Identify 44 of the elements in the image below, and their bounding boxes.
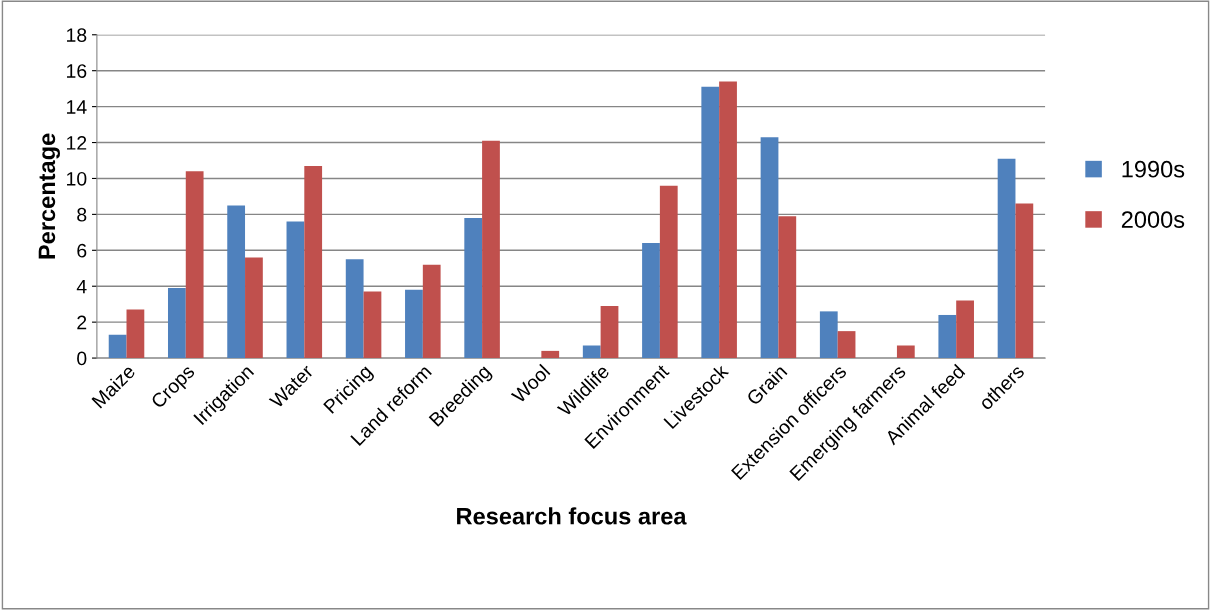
bar: [642, 243, 660, 359]
bar: [819, 311, 838, 359]
bar: [938, 314, 957, 359]
bar: [896, 345, 915, 359]
bar: [108, 334, 127, 359]
bar: [126, 309, 145, 359]
bar: [760, 137, 779, 359]
y-tick-label: 16: [67, 64, 87, 78]
bar: [778, 216, 797, 359]
y-tick-label: 0: [77, 351, 87, 366]
bar: [837, 331, 856, 359]
bar: [345, 259, 364, 359]
bar: [168, 288, 186, 359]
bar: [600, 305, 619, 359]
bar: [185, 171, 204, 359]
bar: [1015, 203, 1034, 359]
bar: [363, 291, 382, 359]
bar: [997, 158, 1016, 359]
bar: [582, 345, 601, 359]
bar: [719, 81, 737, 359]
y-tick-label: 6: [77, 243, 87, 258]
legend-label: 1990s: [1122, 160, 1185, 178]
y-tick-label: 18: [67, 28, 87, 43]
bar: [405, 289, 423, 359]
bar: [286, 221, 305, 359]
bar: [659, 185, 678, 359]
y-tick-label: 12: [67, 136, 87, 150]
bar: [304, 165, 323, 359]
bar: [464, 217, 483, 359]
y-axis-title: Percentage: [38, 133, 60, 259]
bar: [541, 350, 560, 359]
y-tick-label: 4: [76, 279, 87, 294]
x-axis-title: Research focus area: [457, 507, 687, 525]
bar: [245, 257, 263, 359]
bar: [956, 300, 974, 359]
bar: [701, 86, 720, 359]
y-tick-label: 2: [77, 315, 87, 330]
y-tick-label: 14: [67, 100, 87, 114]
bar: [482, 140, 500, 359]
legend-label: 2000s: [1121, 211, 1185, 228]
y-tick-label: 8: [77, 207, 87, 222]
y-tick-label: 10: [67, 171, 87, 186]
bar: [422, 264, 441, 359]
bar: [227, 205, 246, 359]
